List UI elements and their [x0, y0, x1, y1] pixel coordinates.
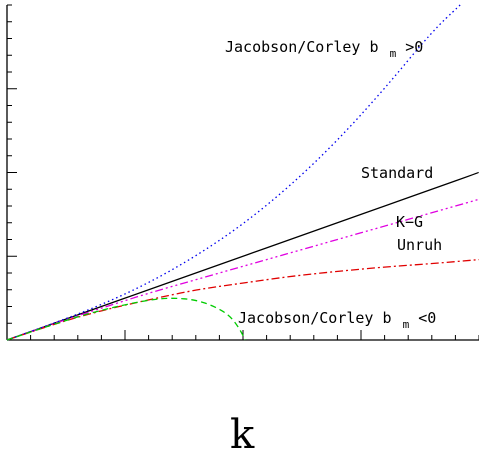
label-jacobson-positive: Jacobson/Corley b m >0: [225, 38, 423, 61]
series-line-jacobson_neg: [6, 297, 246, 341]
series-line-jacobson_pos: [6, 4, 461, 341]
series-line-standard: [6, 171, 479, 341]
series-line-kg: [6, 198, 479, 341]
series-lines: [6, 4, 479, 341]
label-kg: K−G: [396, 213, 423, 231]
axis-ticks: [6, 4, 479, 341]
label-standard: Standard: [361, 164, 433, 182]
label-jacobson-negative: Jacobson/Corley b m <0: [238, 309, 436, 332]
x-axis-label: k: [230, 412, 255, 450]
label-unruh: Unruh: [397, 236, 442, 254]
